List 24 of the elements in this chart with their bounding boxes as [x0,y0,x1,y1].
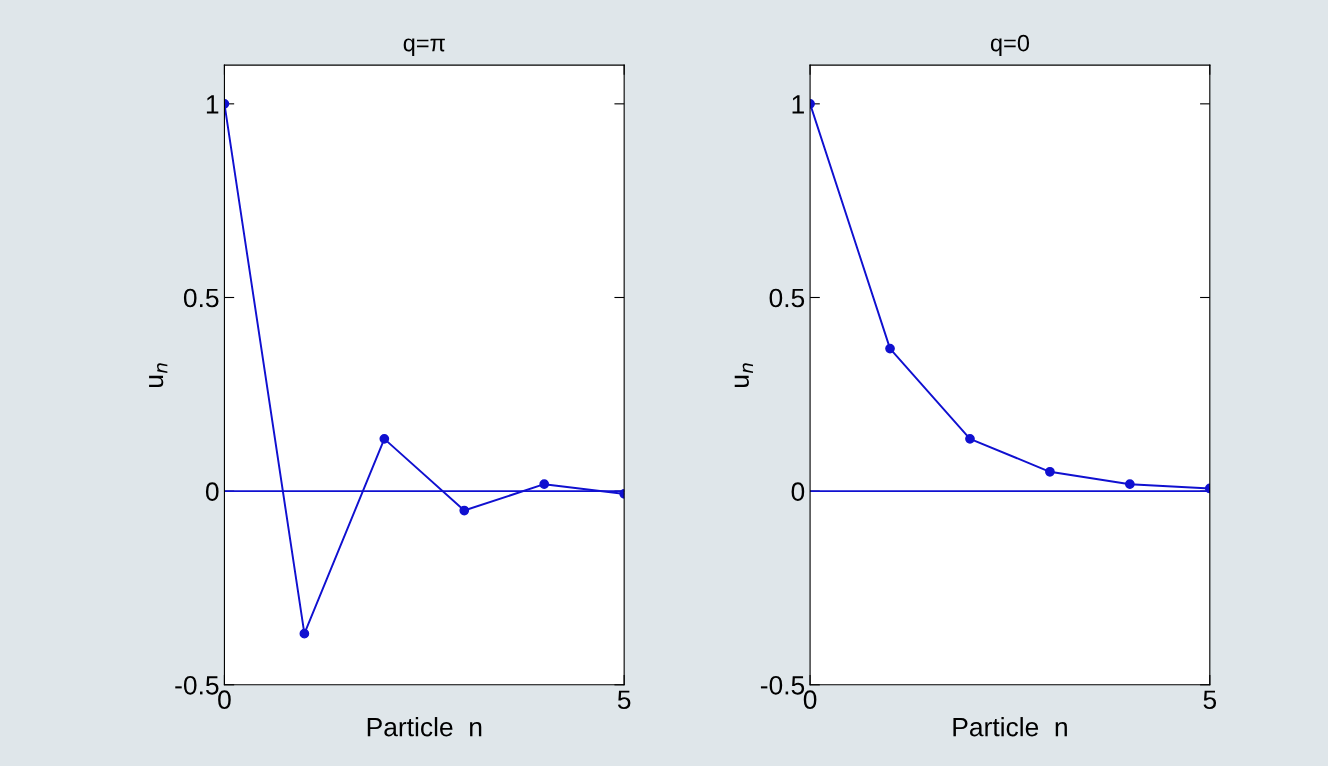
y-axis-title: u$_{n}$ [734,363,753,387]
x-tick-label: 5 [617,690,631,710]
x-axis-title: Particle n [953,717,1067,737]
x-tick-label: 5 [1203,690,1217,710]
x-axis-title: Particle n [367,717,482,737]
point [299,628,310,639]
point [459,505,470,516]
y-tick-label: 0.5 [183,288,219,308]
point [379,434,390,444]
chart-title: q=π [403,38,445,57]
point [539,479,550,490]
y-tick-label: -0.5 [175,675,219,695]
chart-title: q=0 [990,34,1030,57]
y-tick-label: 1 [792,95,804,114]
y-tick-label: 0 [791,482,805,501]
point [965,434,975,444]
y-tick-label: -0.5 [760,675,805,695]
y-axis-title: u$_{n}$ [149,363,168,387]
y-tick-label: 0.5 [769,288,805,308]
y-tick-label: 0 [205,482,219,501]
point [1125,479,1135,490]
y-tick-label: 1 [206,95,219,114]
point [1045,466,1055,477]
point [885,343,895,354]
